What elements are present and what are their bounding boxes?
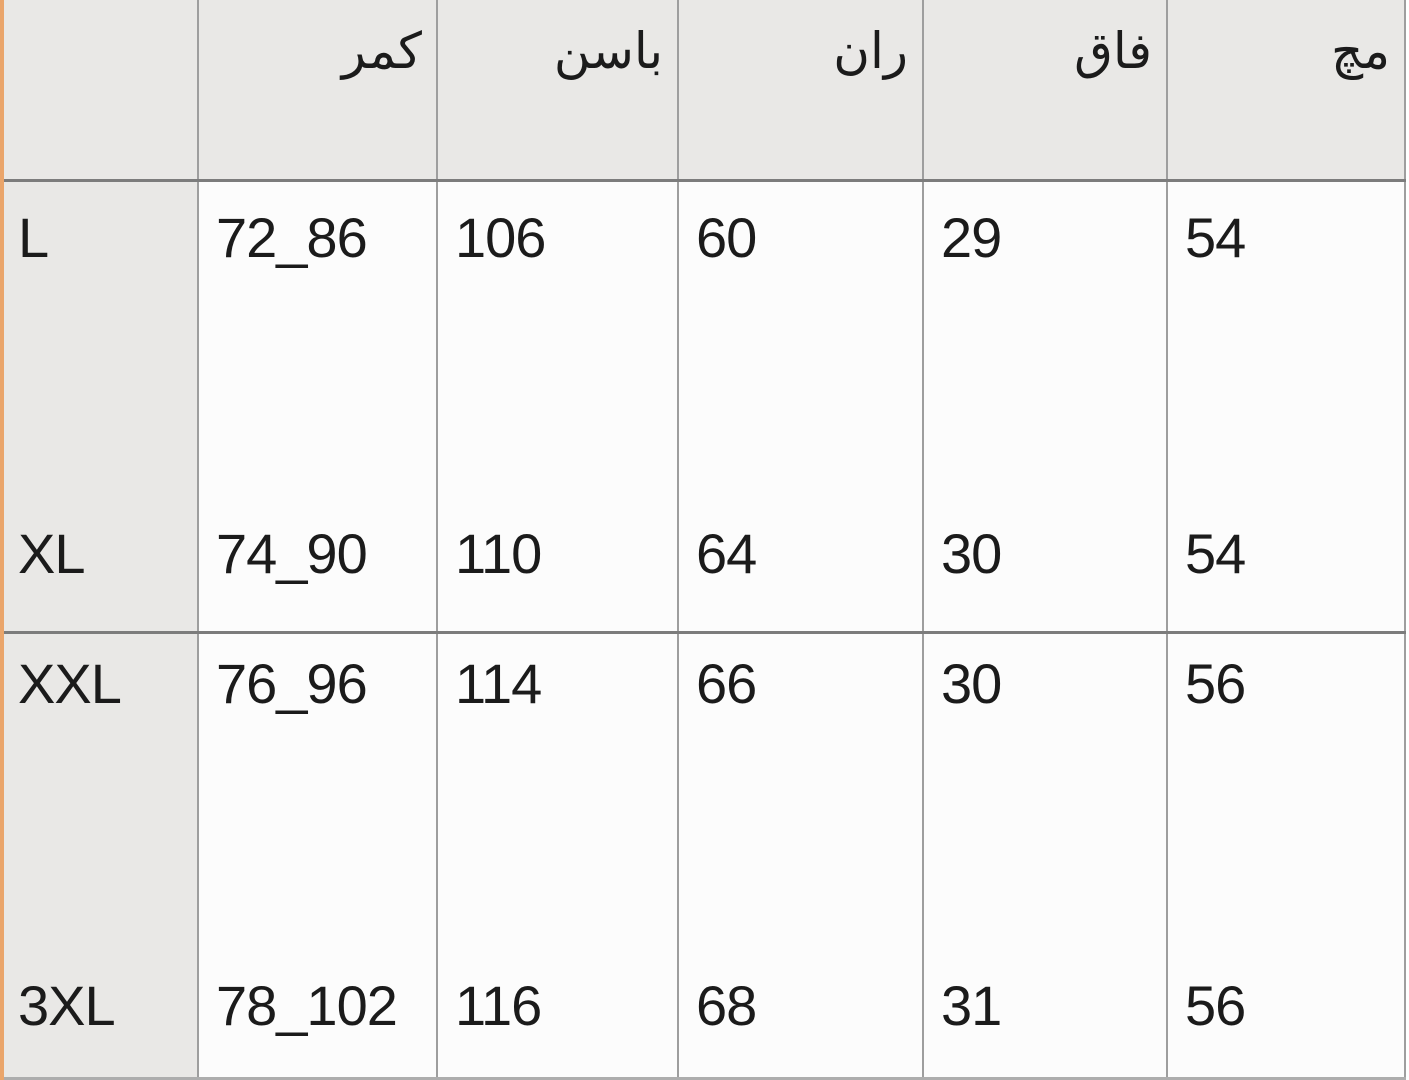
cell-l-cuff: 54 <box>1166 180 1406 523</box>
cell-3xl-thigh: 68 <box>677 948 923 1080</box>
cell-xxl-hip: 114 <box>436 632 678 948</box>
cell-xxl-cuff: 56 <box>1166 632 1406 948</box>
cell-l-thigh: 60 <box>677 180 923 523</box>
cell-l-hip: 106 <box>436 180 678 523</box>
row-label-3xl: 3XL <box>4 948 198 1080</box>
cell-3xl-rise: 31 <box>922 948 1167 1080</box>
header-hip: باسن <box>436 0 678 182</box>
cell-3xl-hip: 116 <box>436 948 678 1080</box>
header-waist: کمر <box>197 0 437 182</box>
cell-xl-thigh: 64 <box>677 523 923 634</box>
cell-l-waist: 72_86 <box>197 180 437 523</box>
cell-l-rise: 29 <box>922 180 1167 523</box>
table-row-xxl: XXL 76_96 114 66 30 56 <box>4 632 1406 948</box>
header-size <box>4 0 198 182</box>
cell-xxl-waist: 76_96 <box>197 632 437 948</box>
table-row-l: L 72_86 106 60 29 54 <box>4 180 1406 523</box>
cell-xl-hip: 110 <box>436 523 678 634</box>
cell-xxl-thigh: 66 <box>677 632 923 948</box>
cell-xl-cuff: 54 <box>1166 523 1406 634</box>
header-row: کمر باسن ران فاق مچ <box>4 0 1406 182</box>
cell-xl-waist: 74_90 <box>197 523 437 634</box>
table-row-xl: XL 74_90 110 64 30 54 <box>4 523 1406 634</box>
table-row-3xl: 3XL 78_102 116 68 31 56 <box>4 948 1406 1080</box>
cell-3xl-cuff: 56 <box>1166 948 1406 1080</box>
header-cuff: مچ <box>1166 0 1406 182</box>
row-label-xl: XL <box>4 523 198 634</box>
row-label-l: L <box>4 180 198 523</box>
cell-xl-rise: 30 <box>922 523 1167 634</box>
header-rise: فاق <box>922 0 1167 182</box>
header-thigh: ران <box>677 0 923 182</box>
row-label-xxl: XXL <box>4 632 198 948</box>
cell-3xl-waist: 78_102 <box>197 948 437 1080</box>
size-chart-table: کمر باسن ران فاق مچ L 72_86 106 60 29 54… <box>4 0 1406 1080</box>
left-accent-bar <box>0 0 4 1080</box>
cell-xxl-rise: 30 <box>922 632 1167 948</box>
